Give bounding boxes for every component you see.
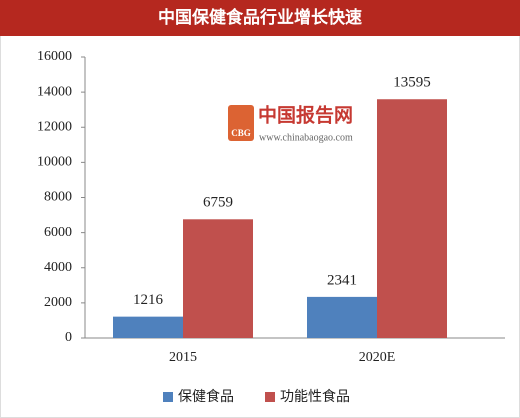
- value-label: 1216: [133, 292, 164, 308]
- value-label: 2341: [327, 272, 357, 288]
- bar: [183, 219, 253, 338]
- bar: [377, 99, 447, 338]
- legend-swatch: [265, 392, 275, 402]
- x-tick-label: 2015: [169, 350, 197, 365]
- watermark-logo: CBG: [231, 128, 251, 138]
- value-label: 6759: [203, 195, 233, 211]
- y-tick-label: 0: [65, 330, 72, 345]
- watermark-logo-box: [228, 105, 254, 141]
- value-label: 13595: [393, 75, 431, 91]
- y-tick-label: 14000: [37, 84, 72, 99]
- title-bar: [0, 0, 520, 36]
- y-tick-label: 16000: [37, 49, 72, 64]
- x-tick-label: 2020E: [359, 350, 396, 365]
- watermark-url: www.chinabaogao.com: [259, 132, 353, 143]
- legend-label: 功能性食品: [280, 388, 350, 405]
- y-tick-label: 12000: [37, 119, 72, 134]
- bar: [307, 296, 377, 338]
- y-tick-label: 2000: [44, 295, 72, 310]
- y-tick-label: 8000: [44, 190, 72, 205]
- watermark-title: 中国报告网: [258, 103, 353, 126]
- chart-title: 中国保健食品行业增长快速: [158, 7, 362, 27]
- watermark: CBG 中国报告网 www.chinabaogao.com: [228, 103, 353, 143]
- y-tick-label: 6000: [44, 225, 72, 240]
- legend-label: 保健食品: [178, 388, 234, 405]
- bar: [113, 316, 183, 338]
- y-tick-label: 10000: [37, 155, 72, 170]
- legend-swatch: [163, 392, 173, 402]
- y-tick-label: 4000: [44, 260, 72, 275]
